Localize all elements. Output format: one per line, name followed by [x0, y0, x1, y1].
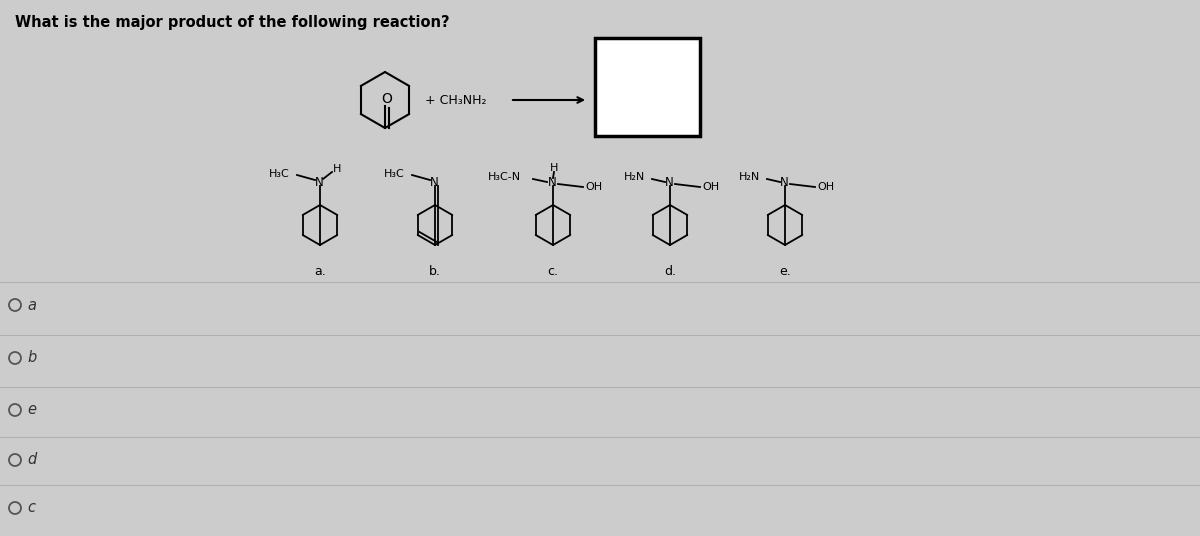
Text: + CH₃NH₂: + CH₃NH₂ — [425, 93, 486, 107]
Text: H₃C: H₃C — [269, 169, 290, 179]
Text: OH: OH — [586, 182, 602, 192]
Text: e: e — [28, 403, 36, 418]
Text: d.: d. — [664, 265, 676, 278]
Text: N: N — [547, 175, 557, 189]
Text: H₃C: H₃C — [384, 169, 406, 179]
Circle shape — [10, 454, 22, 466]
Bar — [595, 38, 700, 136]
Text: What is the major product of the following reaction?: What is the major product of the followi… — [14, 15, 450, 30]
Text: N: N — [780, 175, 788, 189]
Text: N: N — [665, 175, 673, 189]
Circle shape — [10, 299, 22, 311]
Text: b.: b. — [430, 265, 440, 278]
Text: OH: OH — [702, 182, 719, 192]
Text: OH: OH — [817, 182, 834, 192]
Text: H₂N: H₂N — [624, 172, 646, 182]
Circle shape — [10, 352, 22, 364]
Text: d: d — [28, 452, 36, 467]
Text: a.: a. — [314, 265, 326, 278]
Text: N: N — [430, 175, 438, 189]
Text: H₂N: H₂N — [739, 172, 760, 182]
Text: O: O — [382, 92, 392, 106]
Text: a: a — [28, 297, 36, 312]
Circle shape — [10, 404, 22, 416]
Circle shape — [10, 502, 22, 514]
Text: H₃C-N: H₃C-N — [488, 172, 521, 182]
Text: c.: c. — [547, 265, 558, 278]
Text: H: H — [550, 163, 558, 173]
Text: b: b — [28, 351, 36, 366]
Text: e.: e. — [779, 265, 791, 278]
Text: N: N — [314, 175, 323, 189]
Text: c: c — [28, 501, 35, 516]
Text: H: H — [334, 164, 341, 174]
